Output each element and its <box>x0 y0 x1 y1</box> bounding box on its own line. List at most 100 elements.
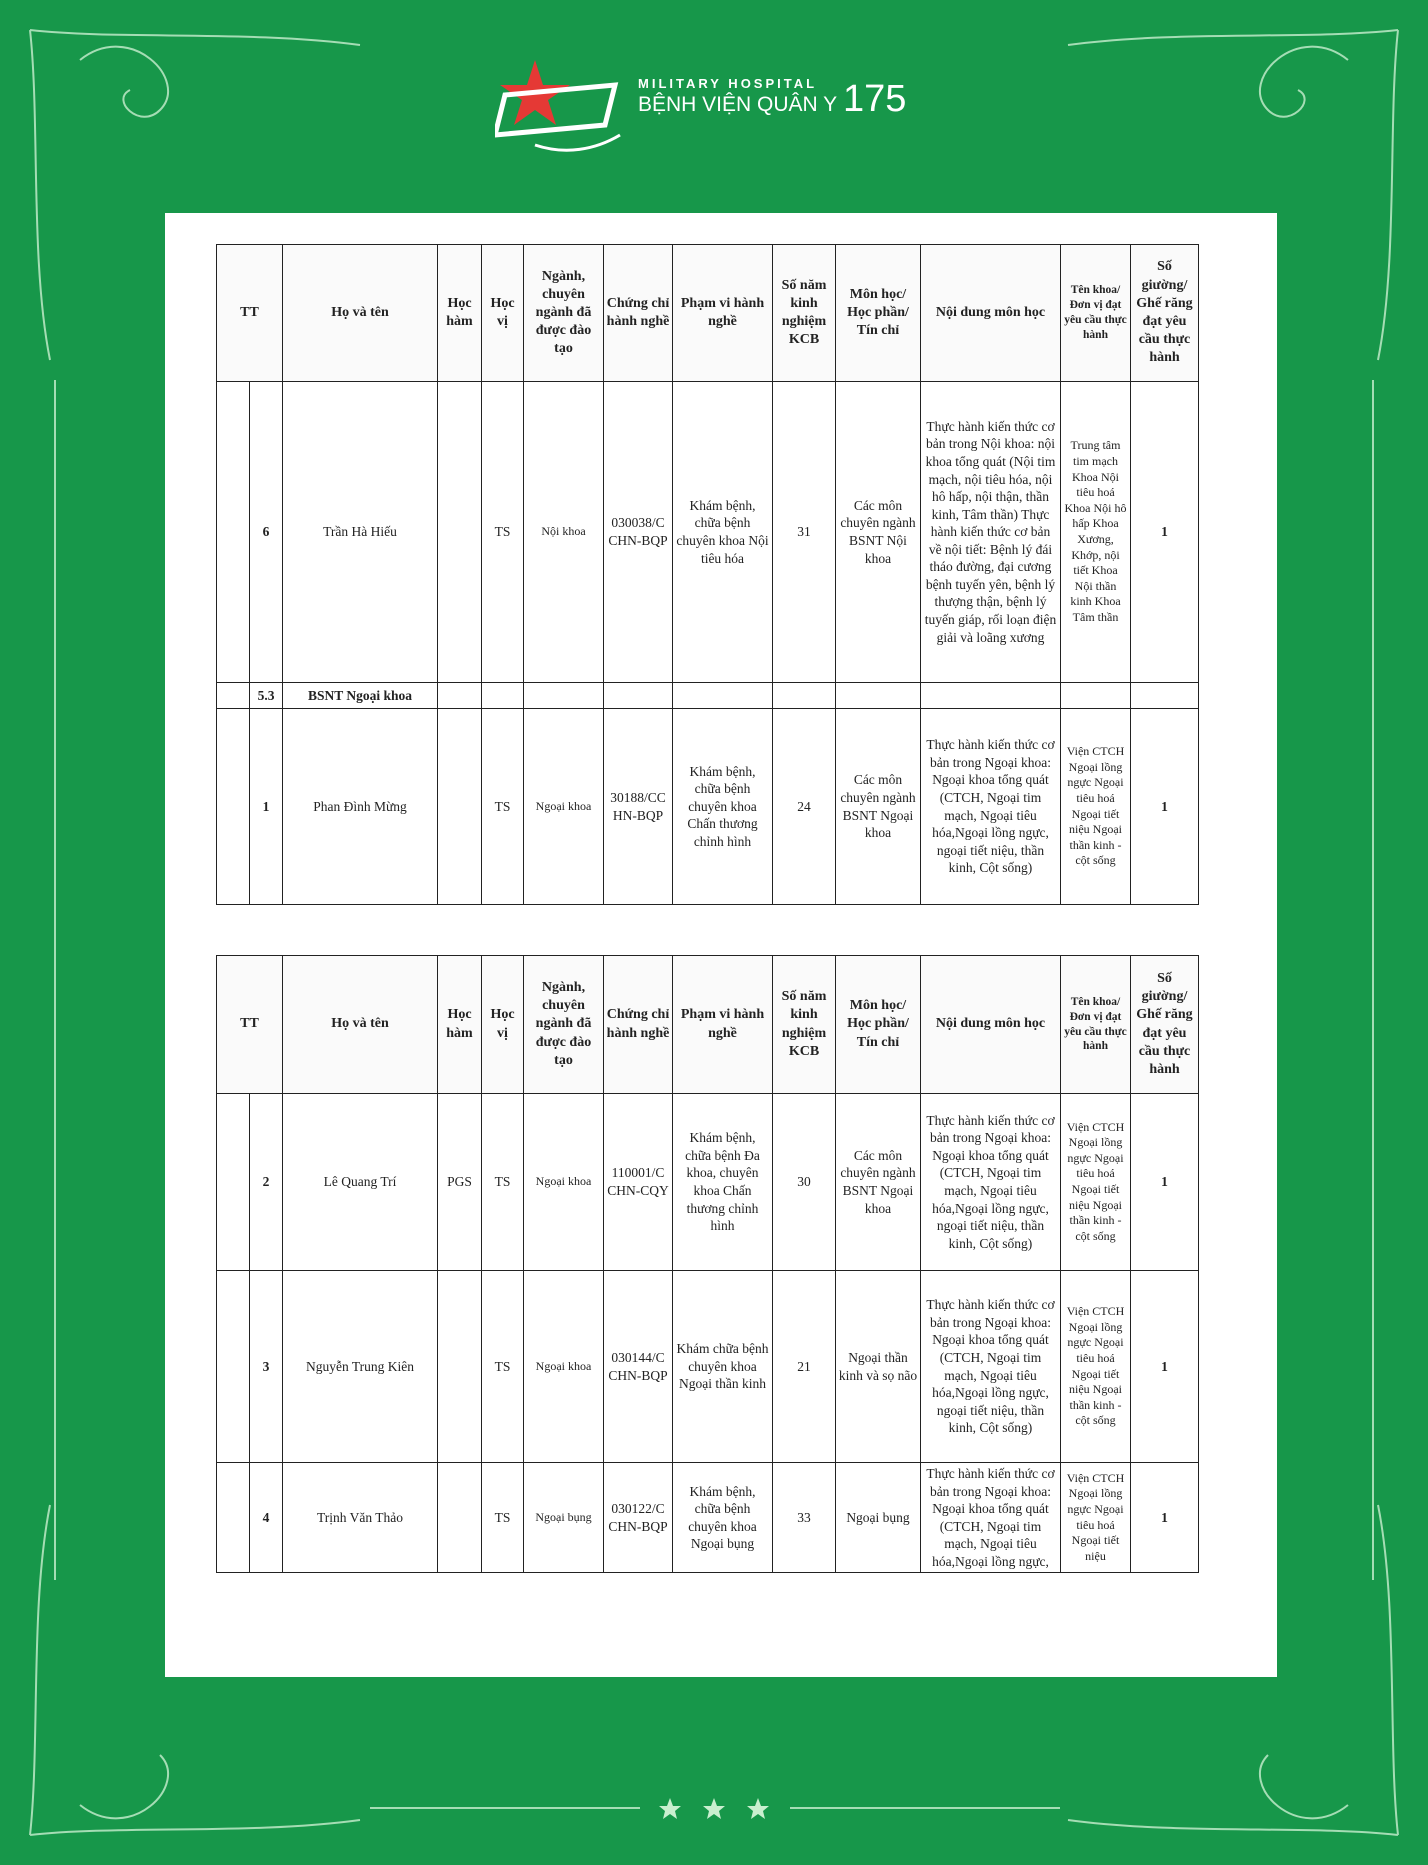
cell-nd: Thực hành kiến thức cơ bản trong Ngoại k… <box>920 1093 1061 1271</box>
footer-stars <box>659 1798 769 1819</box>
table-row: 4 Trịnh Văn Thảo TS Ngoại bụng 030122/C CHN-… <box>216 1461 1199 1574</box>
blank-cell <box>216 682 250 709</box>
cell-sn: 33 <box>772 1461 836 1574</box>
cell-sg: 1 <box>1130 708 1199 905</box>
cell-hv: TS <box>481 1461 524 1574</box>
cell-tt: 1 <box>249 708 283 905</box>
blank-cell <box>835 682 921 709</box>
cell-name: Lê Quang Trí <box>282 1093 438 1271</box>
cell-pv: Khám bệnh, chữa bệnh Đa khoa, chuyên kho… <box>672 1093 773 1271</box>
cell-name: Trần Hà Hiếu <box>282 381 438 683</box>
cell-hv: TS <box>481 381 524 683</box>
column-header: Học vị <box>481 955 524 1094</box>
column-header: Môn học/ Học phần/ Tín chỉ <box>835 955 921 1094</box>
cell-cc: 030038/C CHN-BQP <box>603 381 673 683</box>
cell-hv: TS <box>481 708 524 905</box>
cell-khoa: Viện CTCH Ngoại lồng ngực Ngoại tiêu hoá… <box>1060 1270 1131 1463</box>
column-header: Học vị <box>481 244 524 382</box>
cell-cc: 110001/C CHN-CQY <box>603 1093 673 1271</box>
column-header: Họ và tên <box>282 244 438 382</box>
cell-khoa: Trung tâm tim mạch Khoa Nội tiêu hoá Kho… <box>1060 381 1131 683</box>
cell-nd: Thực hành kiến thức cơ bản trong Ngoại k… <box>920 1461 1061 1574</box>
cell-nganh: Ngoại khoa <box>523 1093 604 1271</box>
cell-hv: TS <box>481 1093 524 1271</box>
column-header: Họ và tên <box>282 955 438 1094</box>
cell-cc: 030144/C CHN-BQP <box>603 1270 673 1463</box>
header-row: TT Họ và tên Học hàm Học vị Ngành, chuyên ng… <box>216 244 1199 382</box>
column-header: Nội dung môn học <box>920 955 1061 1094</box>
cell-sg: 1 <box>1130 1093 1199 1271</box>
cell-sn: 21 <box>772 1270 836 1463</box>
column-header: Số năm kinh nghiệm KCB <box>772 955 836 1094</box>
data-table: TT Họ và tên Học hàm Học vị Ngành, chuyên ng… <box>216 955 1199 1574</box>
frame-lines <box>29 29 1399 1836</box>
header-row: TT Họ và tên Học hàm Học vị Ngành, chuyên ng… <box>216 955 1199 1094</box>
cell-mh: Các môn chuyên ngành BSNT Nội khoa <box>835 381 921 683</box>
data-table: TT Họ và tên Học hàm Học vị Ngành, chuyên ng… <box>216 244 1199 905</box>
cell-nganh: Ngoại khoa <box>523 708 604 905</box>
column-header: Chứng chỉ hành nghề <box>603 244 673 382</box>
table-row: 6 Trần Hà Hiếu TS Nội khoa 030038/C CHN-BQP K… <box>216 381 1199 683</box>
blank-cell <box>1060 682 1131 709</box>
blank-cell <box>437 708 482 905</box>
blank-cell <box>437 682 482 709</box>
cell-mh: Các môn chuyên ngành BSNT Ngoại khoa <box>835 708 921 905</box>
column-header: TT <box>216 955 283 1094</box>
column-header: Chứng chỉ hành nghề <box>603 955 673 1094</box>
table-row: 2 Lê Quang Trí PGS TS Ngoại khoa 110001/C CHN… <box>216 1093 1199 1271</box>
column-header: Phạm vi hành nghề <box>672 244 773 382</box>
brand-number: 175 <box>843 78 907 120</box>
column-header: Phạm vi hành nghề <box>672 955 773 1094</box>
cell-khoa: Viện CTCH Ngoại lồng ngực Ngoại tiêu hoá… <box>1060 1461 1131 1574</box>
cell-sn: 31 <box>772 381 836 683</box>
cell-mh: Ngoại bụng <box>835 1461 921 1574</box>
cell-pv: Khám bệnh, chữa bệnh chuyên khoa Ngoại b… <box>672 1461 773 1574</box>
table-row: 1 Phan Đình Mừng TS Ngoại khoa 30188/CC HN-B… <box>216 708 1199 905</box>
column-header: Số năm kinh nghiệm KCB <box>772 244 836 382</box>
cell-tt: 4 <box>249 1461 283 1574</box>
cell-mh: Các môn chuyên ngành BSNT Ngoại khoa <box>835 1093 921 1271</box>
section-title: BSNT Ngoại khoa <box>282 682 438 709</box>
blank-cell <box>603 682 673 709</box>
cell-hv: TS <box>481 1270 524 1463</box>
cell-sn: 24 <box>772 708 836 905</box>
section-number: 5.3 <box>249 682 283 709</box>
hospital-logo <box>495 60 621 152</box>
column-header: TT <box>216 244 283 382</box>
blank-cell <box>216 1270 250 1463</box>
blank-cell <box>672 682 773 709</box>
column-header: Nội dung môn học <box>920 244 1061 382</box>
cell-mh: Ngoại thần kinh và sọ não <box>835 1270 921 1463</box>
column-header: Ngành, chuyên ngành đã được đào tạo <box>523 955 604 1094</box>
blank-cell <box>216 1461 250 1574</box>
cell-sn: 30 <box>772 1093 836 1271</box>
cell-sg: 1 <box>1130 1270 1199 1463</box>
blank-cell <box>216 381 250 683</box>
blank-cell <box>1130 682 1199 709</box>
blank-cell <box>437 1461 482 1574</box>
cell-cc: 30188/CC HN-BQP <box>603 708 673 905</box>
document-page: TT Họ và tên Học hàm Học vị Ngành, chuyên ng… <box>165 213 1277 1677</box>
cell-tt: 3 <box>249 1270 283 1463</box>
cell-name: Phan Đình Mừng <box>282 708 438 905</box>
cell-nd: Thực hành kiến thức cơ bản trong Ngoại k… <box>920 708 1061 905</box>
column-header: Học hàm <box>437 955 482 1094</box>
cell-tt: 2 <box>249 1093 283 1271</box>
cell-sg: 1 <box>1130 1461 1199 1574</box>
blank-cell <box>772 682 836 709</box>
brand-en: MILITARY HOSPITAL <box>638 76 818 91</box>
column-header: Học hàm <box>437 244 482 382</box>
cell-name: Trịnh Văn Thảo <box>282 1461 438 1574</box>
cell-pv: Khám bệnh, chữa bệnh chuyên khoa Nội tiê… <box>672 381 773 683</box>
blank-cell <box>920 682 1061 709</box>
table-row: 3 Nguyễn Trung Kiên TS Ngoại khoa 030144/C C… <box>216 1270 1199 1463</box>
cell-khoa: Viện CTCH Ngoại lồng ngực Ngoại tiêu hoá… <box>1060 708 1131 905</box>
column-header: Môn học/ Học phần/ Tín chỉ <box>835 244 921 382</box>
cell-sg: 1 <box>1130 381 1199 683</box>
column-header: Ngành, chuyên ngành đã được đào tạo <box>523 244 604 382</box>
cell-hh: PGS <box>437 1093 482 1271</box>
blank-cell <box>523 682 604 709</box>
